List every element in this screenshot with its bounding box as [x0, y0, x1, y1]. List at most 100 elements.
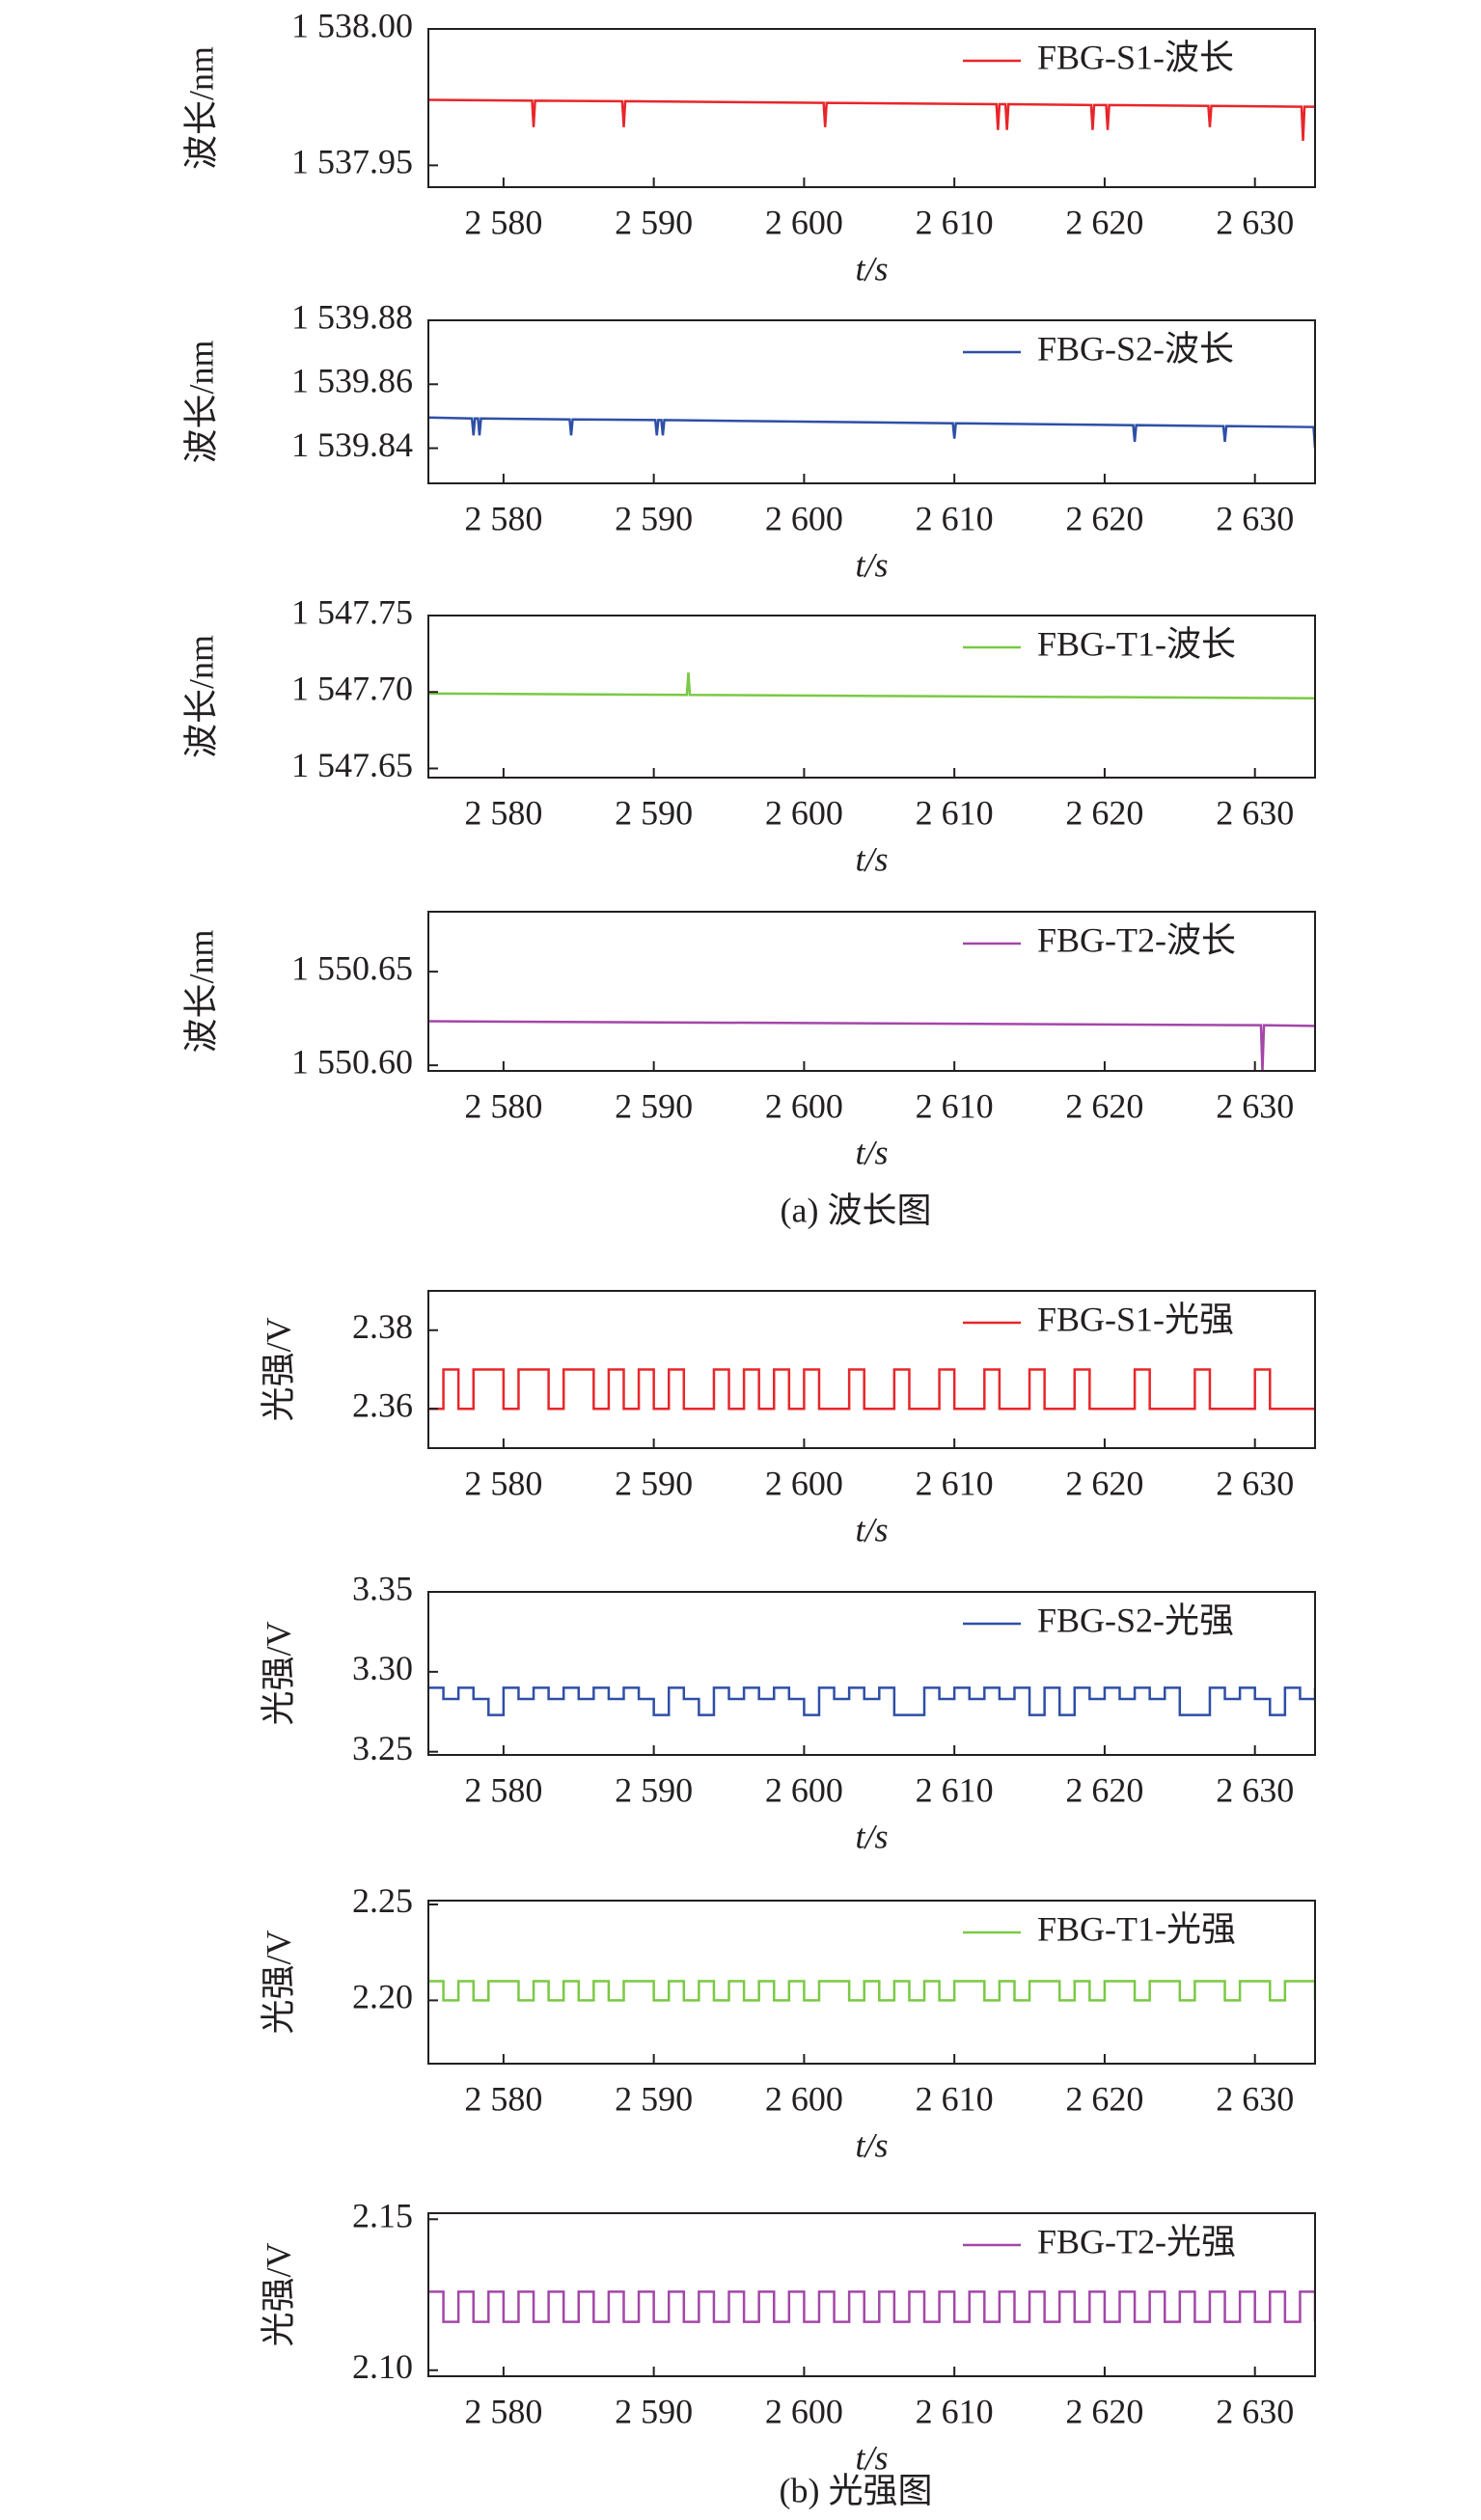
data-line [428, 98, 1315, 141]
x-tick-label: 2 590 [615, 2392, 693, 2430]
y-axis-label: 波长/nm [181, 635, 220, 758]
plot-frame [427, 2212, 1316, 2377]
caption: (b) 光强图 [780, 2471, 933, 2509]
x-tick-label: 2 630 [1216, 793, 1294, 832]
x-tick-label: 2 630 [1216, 1464, 1294, 1502]
plot-frame [427, 911, 1316, 1072]
data-line [428, 2290, 1315, 2323]
x-tick-label: 2 630 [1216, 203, 1294, 241]
y-tick-label: 1 547.65 [291, 746, 413, 784]
x-tick-label: 2 610 [916, 203, 994, 241]
x-tick-label: 2 600 [765, 1770, 843, 1809]
y-axis-label: 光强/V [259, 2242, 297, 2346]
y-tick-label: 1 547.75 [291, 592, 413, 631]
x-axis-label: t/s [855, 1817, 888, 1855]
x-tick-label: 2 590 [615, 2079, 693, 2118]
x-tick-label: 2 580 [464, 1086, 542, 1125]
x-tick-label: 2 610 [916, 1770, 994, 1809]
y-tick-label: 1 538.00 [291, 6, 413, 44]
legend-label: FBG-T1-波长 [1037, 624, 1236, 663]
y-tick-label: 1 550.60 [291, 1042, 413, 1081]
x-tick-label: 2 610 [916, 793, 994, 832]
legend-label: FBG-T2-光强 [1037, 2222, 1236, 2260]
x-tick-label: 2 620 [1065, 793, 1143, 832]
x-tick-label: 2 590 [615, 793, 693, 832]
x-tick-label: 2 600 [765, 499, 843, 537]
x-tick-label: 2 580 [464, 1464, 542, 1502]
x-tick-label: 2 600 [765, 2079, 843, 2118]
y-tick-label: 1 539.86 [291, 362, 413, 400]
x-tick-label: 2 610 [916, 2392, 994, 2430]
x-tick-label: 2 580 [464, 203, 542, 241]
legend-label: FBG-T2-波长 [1037, 920, 1236, 959]
x-tick-label: 2 590 [615, 1464, 693, 1502]
x-tick-label: 2 620 [1065, 2392, 1143, 2430]
legend-label: FBG-S1-光强 [1037, 1300, 1234, 1338]
plot-frame [427, 1290, 1316, 1449]
y-axis-label: 光强/V [259, 1621, 297, 1725]
legend-label: FBG-S2-光强 [1037, 1601, 1234, 1639]
y-tick-label: 3.30 [352, 1649, 413, 1687]
x-tick-label: 2 620 [1065, 1464, 1143, 1502]
x-tick-label: 2 620 [1065, 499, 1143, 537]
x-tick-label: 2 580 [464, 2392, 542, 2430]
plot-frame [427, 615, 1316, 779]
plot-frame [427, 1900, 1316, 2065]
y-tick-label: 2.25 [352, 1881, 413, 1920]
x-tick-label: 2 610 [916, 499, 994, 537]
x-axis-label: t/s [855, 249, 888, 288]
x-tick-label: 2 600 [765, 203, 843, 241]
legend-label: FBG-S2-波长 [1037, 329, 1234, 368]
x-tick-label: 2 630 [1216, 2079, 1294, 2118]
y-tick-label: 2.10 [352, 2347, 413, 2386]
caption: (a) 波长图 [781, 1191, 932, 1229]
x-tick-label: 2 620 [1065, 2079, 1143, 2118]
x-tick-label: 2 630 [1216, 2392, 1294, 2430]
data-line [428, 416, 1315, 449]
data-line [428, 1020, 1315, 1071]
y-tick-label: 1 550.65 [291, 948, 413, 987]
x-tick-label: 2 590 [615, 499, 693, 537]
y-tick-label: 1 547.70 [291, 670, 413, 708]
x-tick-label: 2 620 [1065, 1086, 1143, 1125]
y-tick-label: 2.15 [352, 2197, 413, 2235]
x-tick-label: 2 580 [464, 499, 542, 537]
y-tick-label: 3.25 [352, 1729, 413, 1767]
x-axis-label: t/s [855, 1510, 888, 1548]
data-line [428, 1686, 1315, 1716]
legend-label: FBG-S1-波长 [1037, 38, 1234, 76]
x-tick-label: 2 590 [615, 1770, 693, 1809]
y-tick-label: 3.35 [352, 1569, 413, 1607]
y-tick-label: 2.20 [352, 1978, 413, 2016]
x-axis-label: t/s [855, 2125, 888, 2164]
y-tick-label: 1 537.95 [291, 143, 413, 181]
x-tick-label: 2 620 [1065, 203, 1143, 241]
data-line [428, 672, 1315, 699]
y-axis-label: 波长/nm [181, 46, 220, 170]
plot-frame [427, 1591, 1316, 1756]
x-tick-label: 2 580 [464, 793, 542, 832]
y-axis-label: 波长/nm [181, 929, 220, 1053]
x-tick-label: 2 590 [615, 203, 693, 241]
x-axis-label: t/s [855, 2438, 888, 2477]
x-tick-label: 2 590 [615, 1086, 693, 1125]
x-tick-label: 2 630 [1216, 1770, 1294, 1809]
x-tick-label: 2 610 [916, 1086, 994, 1125]
y-tick-label: 2.36 [352, 1386, 413, 1425]
x-axis-label: t/s [855, 545, 888, 584]
x-tick-label: 2 630 [1216, 499, 1294, 537]
x-tick-label: 2 630 [1216, 1086, 1294, 1125]
x-axis-label: t/s [855, 1133, 888, 1171]
data-line [428, 1980, 1315, 2002]
plot-frame [427, 319, 1316, 484]
x-tick-label: 2 610 [916, 2079, 994, 2118]
x-tick-label: 2 580 [464, 1770, 542, 1809]
x-axis-label: t/s [855, 839, 888, 878]
y-axis-label: 波长/nm [181, 340, 220, 463]
y-tick-label: 1 539.84 [291, 425, 413, 464]
x-tick-label: 2 610 [916, 1464, 994, 1502]
x-tick-label: 2 600 [765, 1086, 843, 1125]
x-tick-label: 2 600 [765, 2392, 843, 2430]
